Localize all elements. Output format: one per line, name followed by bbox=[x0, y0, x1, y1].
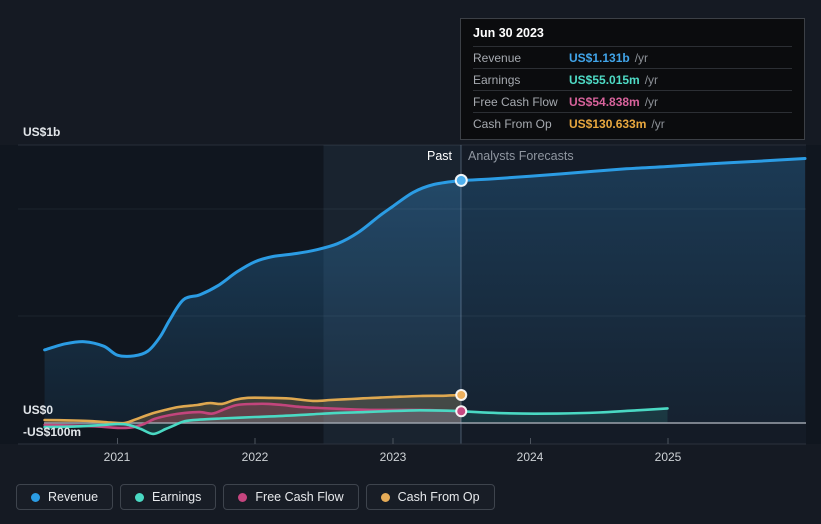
chart-tooltip: Jun 30 2023 Revenue US$1.131b /yr Earnin… bbox=[460, 18, 805, 140]
legend-item-earnings[interactable]: Earnings bbox=[120, 484, 217, 510]
marker-revenue[interactable] bbox=[454, 173, 468, 187]
line-revenue-forecast bbox=[459, 157, 807, 182]
area-fill-cash-from-op bbox=[44, 395, 462, 424]
cash-from-op-series-dot-icon bbox=[380, 492, 390, 502]
tooltip-row-free-cash-flow: Free Cash Flow US$54.838m /yr bbox=[473, 91, 792, 113]
series-area-fills bbox=[44, 158, 805, 434]
marker-cash-from-op[interactable] bbox=[455, 388, 468, 401]
area-fill-earnings bbox=[44, 410, 462, 434]
area-fill-revenue bbox=[44, 180, 462, 423]
earnings-series-dot-icon bbox=[135, 492, 145, 502]
line-free-cash-flow-past bbox=[43, 402, 463, 430]
free-cash-flow-series-dot-icon bbox=[238, 492, 248, 502]
tooltip-row-earnings: Earnings US$55.015m /yr bbox=[473, 69, 792, 91]
x-axis-ticks bbox=[117, 438, 669, 444]
area-fill-revenue bbox=[461, 158, 805, 423]
tooltip-row-revenue: Revenue US$1.131b /yr bbox=[473, 47, 792, 69]
tooltip-row-cash-from-op: Cash From Op US$130.633m /yr bbox=[473, 117, 665, 131]
line-revenue-past bbox=[43, 178, 463, 358]
marker-free-cash-flow[interactable] bbox=[455, 405, 468, 418]
chart-legend: Revenue Earnings Free Cash Flow Cash Fro… bbox=[16, 484, 495, 510]
legend-item-cash-from-op[interactable]: Cash From Op bbox=[365, 484, 495, 510]
series-lines bbox=[43, 157, 807, 436]
tooltip-date: Jun 30 2023 bbox=[473, 26, 792, 47]
line-earnings-past bbox=[43, 409, 463, 436]
revenue-series-dot-icon bbox=[31, 492, 40, 502]
legend-item-revenue[interactable]: Revenue bbox=[16, 484, 114, 510]
hover-markers bbox=[454, 173, 468, 418]
line-earnings-forecast bbox=[460, 407, 669, 415]
legend-item-free-cash-flow[interactable]: Free Cash Flow bbox=[223, 484, 359, 510]
hovered-year-highlight-band bbox=[323, 145, 461, 444]
